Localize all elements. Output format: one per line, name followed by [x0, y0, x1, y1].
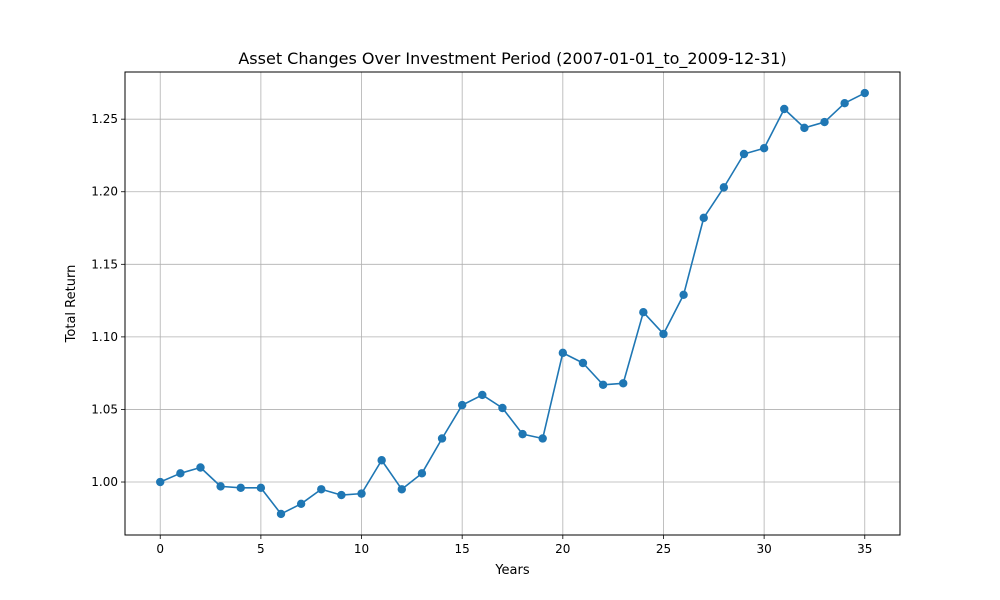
x-tick-label: 15	[455, 542, 470, 556]
data-point	[337, 490, 346, 500]
grid	[125, 72, 900, 535]
x-tick-label: 35	[857, 542, 872, 556]
y-tick-label: 1.00	[91, 475, 118, 489]
data-point	[498, 403, 507, 413]
y-tick-label: 1.25	[91, 112, 118, 126]
data-point	[216, 482, 225, 491]
data-point	[860, 88, 869, 98]
data-point	[518, 429, 527, 439]
data-point	[639, 308, 648, 317]
x-tick-label: 10	[354, 542, 369, 556]
data-point	[780, 104, 789, 114]
data-point	[457, 400, 467, 410]
data-point	[719, 183, 729, 192]
data-point	[296, 499, 306, 508]
x-tick-label: 25	[656, 542, 671, 556]
data-point	[357, 489, 366, 498]
x-axis-label: Years	[494, 563, 530, 578]
x-tick-label: 5	[257, 542, 265, 556]
data-point	[276, 509, 286, 519]
data-point	[256, 483, 266, 493]
data-point	[598, 380, 608, 389]
x-tick-label: 30	[756, 542, 771, 556]
data-point	[800, 123, 809, 133]
x-tick-label: 0	[156, 542, 164, 556]
data-point	[478, 390, 487, 400]
plot-area-frame	[124, 71, 901, 536]
y-tick-label: 1.15	[91, 257, 118, 271]
data-point	[619, 379, 628, 388]
data-point	[397, 485, 406, 494]
data-point	[236, 483, 245, 493]
chart-title: Asset Changes Over Investment Period (20…	[238, 49, 786, 69]
data-point	[578, 358, 588, 368]
data-point	[377, 456, 386, 465]
data-point	[659, 329, 668, 339]
y-axis-label: Total Return	[64, 265, 79, 344]
data-point	[176, 469, 185, 478]
data-point	[840, 99, 849, 108]
data-point	[156, 477, 165, 487]
data-point	[196, 463, 205, 472]
data-point	[538, 434, 547, 443]
data-point	[699, 213, 708, 223]
data-point	[820, 117, 829, 127]
data-point	[739, 149, 749, 159]
x-tick-label: 20	[555, 542, 570, 556]
data-point	[558, 348, 568, 358]
data-point	[759, 143, 769, 153]
y-tick-label: 1.20	[91, 185, 118, 199]
data-point	[437, 434, 447, 443]
data-series	[156, 88, 869, 519]
data-point	[679, 290, 688, 299]
axis-ticks: 0 5 10 15 20 25 30 35 1.00 1.05 1.10 1.15 1.20 1.25	[91, 112, 872, 556]
data-point	[317, 485, 326, 494]
data-point	[417, 469, 427, 478]
y-tick-label: 1.10	[91, 330, 118, 344]
y-tick-label: 1.05	[91, 402, 118, 416]
